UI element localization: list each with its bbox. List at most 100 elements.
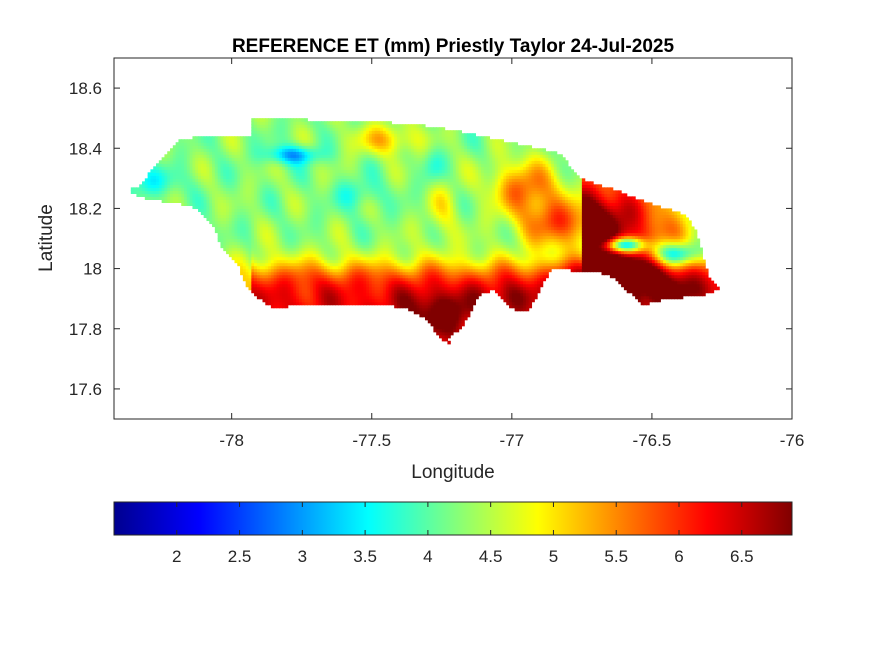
heatmap-cell bbox=[287, 301, 292, 306]
heatmap-cell bbox=[273, 241, 278, 246]
heatmap-cell bbox=[632, 235, 636, 240]
heatmap-cell bbox=[377, 217, 381, 222]
heatmap-cell bbox=[326, 223, 331, 228]
heatmap-cell bbox=[660, 250, 664, 255]
heatmap-cell bbox=[321, 250, 325, 255]
heatmap-cell bbox=[447, 253, 451, 258]
heatmap-cell bbox=[525, 292, 530, 297]
heatmap-cell bbox=[430, 256, 434, 261]
heatmap-cell bbox=[357, 292, 362, 297]
heatmap-cell bbox=[444, 247, 448, 252]
heatmap-cell bbox=[444, 226, 448, 231]
heatmap-cell bbox=[520, 298, 524, 303]
heatmap-cell bbox=[579, 250, 583, 255]
heatmap-cell bbox=[447, 334, 451, 339]
heatmap-cell bbox=[380, 247, 384, 252]
heatmap-cell bbox=[374, 241, 378, 246]
heatmap-cell bbox=[391, 211, 395, 216]
heatmap-cell bbox=[511, 292, 516, 297]
heatmap-cell bbox=[254, 238, 258, 243]
heatmap-cell bbox=[682, 253, 687, 258]
heatmap-cell bbox=[368, 280, 373, 285]
heatmap-cell bbox=[427, 316, 432, 321]
heatmap-cell bbox=[609, 253, 614, 258]
heatmap-cell bbox=[455, 325, 460, 330]
heatmap-cell bbox=[312, 268, 317, 273]
heatmap-cell bbox=[441, 250, 446, 255]
heatmap-cell bbox=[371, 250, 376, 255]
heatmap-cell bbox=[671, 235, 675, 240]
heatmap-cell bbox=[214, 229, 219, 234]
heatmap-cell bbox=[559, 259, 563, 264]
heatmap-cell bbox=[679, 265, 684, 270]
heatmap-cell bbox=[349, 286, 353, 291]
heatmap-cell bbox=[635, 217, 639, 222]
heatmap-cell bbox=[433, 241, 437, 246]
heatmap-cell bbox=[396, 265, 401, 270]
heatmap-cell bbox=[643, 301, 647, 306]
heatmap-cell bbox=[399, 289, 404, 294]
heatmap-cell bbox=[234, 235, 238, 240]
heatmap-cell bbox=[416, 214, 420, 219]
heatmap-cell bbox=[573, 229, 577, 234]
heatmap-cell bbox=[231, 223, 236, 228]
heatmap-cell bbox=[368, 265, 373, 270]
heatmap-cell bbox=[492, 271, 496, 276]
heatmap-cell bbox=[562, 235, 566, 240]
heatmap-cell bbox=[469, 238, 474, 243]
heatmap-cell bbox=[668, 235, 673, 240]
heatmap-cell bbox=[399, 211, 404, 216]
heatmap-cell bbox=[467, 229, 471, 234]
heatmap-cell bbox=[338, 289, 342, 294]
heatmap-cell bbox=[525, 259, 530, 264]
heatmap-cell bbox=[231, 220, 236, 225]
heatmap-cell bbox=[542, 241, 547, 246]
heatmap-cell bbox=[298, 217, 303, 222]
heatmap-cell bbox=[520, 229, 524, 234]
heatmap-cell bbox=[349, 292, 353, 297]
heatmap-cell bbox=[598, 229, 603, 234]
heatmap-cell bbox=[419, 235, 423, 240]
heatmap-cell bbox=[604, 262, 608, 267]
heatmap-cell bbox=[691, 250, 695, 255]
heatmap-cell bbox=[553, 253, 558, 258]
heatmap-cell bbox=[481, 268, 485, 273]
heatmap-cell bbox=[360, 295, 364, 300]
heatmap-cell bbox=[346, 253, 350, 258]
heatmap-cell bbox=[455, 316, 460, 321]
heatmap-cell bbox=[377, 277, 381, 282]
heatmap-cell bbox=[349, 250, 353, 255]
heatmap-cell bbox=[315, 223, 320, 228]
heatmap-cell bbox=[270, 268, 275, 273]
heatmap-cell bbox=[304, 262, 308, 267]
heatmap-cell bbox=[492, 262, 496, 267]
heatmap-cell bbox=[668, 247, 673, 252]
heatmap-cell bbox=[525, 268, 530, 273]
heatmap-cell bbox=[212, 214, 216, 219]
heatmap-cell bbox=[422, 214, 426, 219]
heatmap-cell bbox=[679, 283, 684, 288]
heatmap-cell bbox=[430, 313, 434, 318]
heatmap-cell bbox=[486, 247, 491, 252]
heatmap-cell bbox=[559, 244, 563, 249]
heatmap-cell bbox=[228, 235, 233, 240]
heatmap-cell bbox=[688, 265, 692, 270]
heatmap-cell bbox=[682, 244, 687, 249]
heatmap-cell bbox=[419, 280, 423, 285]
heatmap-cell bbox=[637, 214, 642, 219]
heatmap-cell bbox=[674, 238, 678, 243]
heatmap-cell bbox=[469, 256, 474, 261]
heatmap-cell bbox=[237, 226, 241, 231]
heatmap-cell bbox=[632, 220, 636, 225]
heatmap-cell bbox=[539, 247, 544, 252]
heatmap-cell bbox=[335, 247, 339, 252]
heatmap-cell bbox=[290, 277, 294, 282]
heatmap-cell bbox=[601, 232, 605, 237]
heatmap-cell bbox=[511, 268, 516, 273]
heatmap-cell bbox=[509, 244, 513, 249]
heatmap-cell bbox=[329, 214, 334, 219]
heatmap-cell bbox=[441, 244, 446, 249]
heatmap-cell bbox=[640, 244, 645, 249]
heatmap-cell bbox=[296, 253, 300, 258]
heatmap-cell bbox=[677, 220, 681, 225]
